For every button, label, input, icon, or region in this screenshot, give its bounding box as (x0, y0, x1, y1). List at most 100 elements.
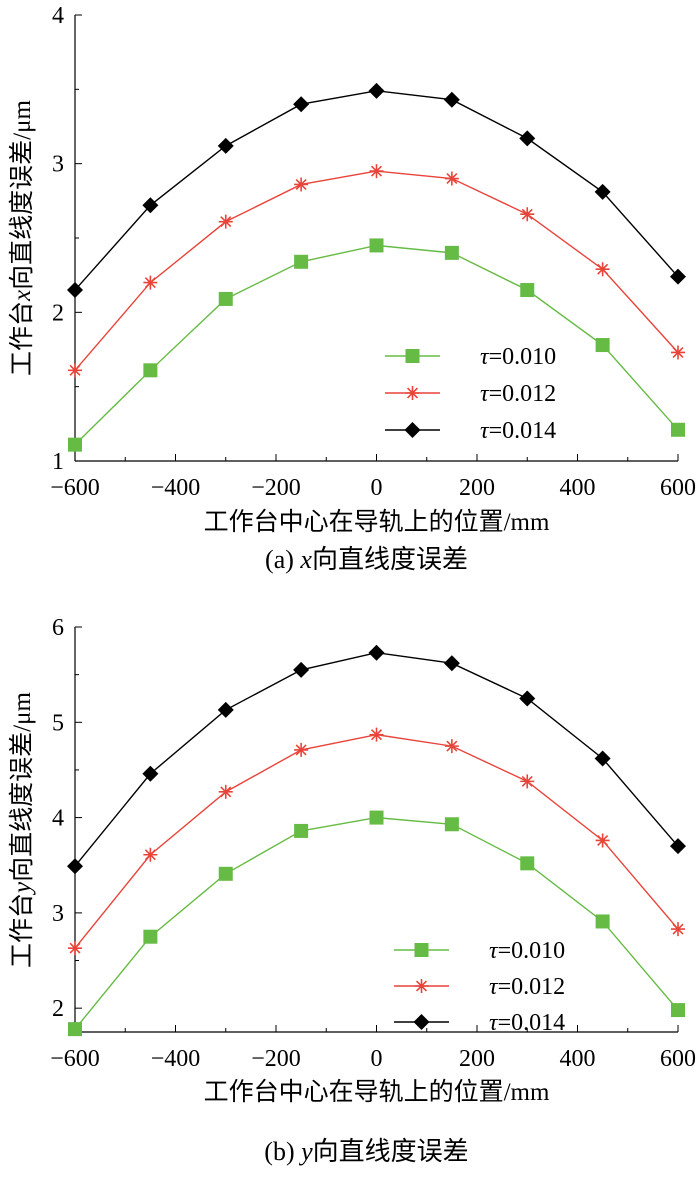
data-point (444, 245, 459, 260)
y-tick-label: 3 (52, 901, 64, 927)
series-square (68, 238, 685, 452)
data-point (67, 858, 83, 875)
legend-label: τ=0.012 (489, 974, 565, 1000)
data-point (143, 275, 158, 290)
series-line (74, 816, 679, 1030)
legend-marker (414, 943, 429, 957)
y-axis-title: 工作台y向直线度误差/μm (8, 691, 36, 967)
data-point (520, 774, 535, 789)
data-point (68, 941, 82, 956)
data-point (595, 914, 610, 929)
data-point (68, 363, 82, 378)
legend-label: τ=0.010 (489, 938, 565, 964)
series-asterisk (68, 727, 685, 956)
data-point (369, 164, 384, 179)
data-point (443, 91, 460, 108)
legend-label: τ=0.014 (489, 1010, 565, 1036)
x-tick-label: 600 (660, 1046, 696, 1072)
data-point (444, 171, 459, 186)
x-tick-label: 0 (371, 475, 383, 501)
y-tick-label: 5 (52, 710, 64, 736)
data-point (217, 701, 234, 718)
data-point (218, 214, 233, 229)
data-point (520, 856, 535, 871)
data-point (293, 96, 310, 113)
data-point (670, 838, 686, 855)
x-tick-label: −400 (151, 1046, 201, 1072)
y-tick-label: 3 (52, 152, 64, 178)
x-tick-label: −600 (50, 475, 100, 501)
y-tick-label: 6 (52, 615, 64, 641)
data-point (671, 1003, 685, 1018)
data-point (293, 661, 310, 678)
data-point (68, 437, 82, 452)
data-point (594, 750, 611, 767)
caption: (b) y向直线度误差 (264, 1137, 468, 1166)
series-square (68, 810, 685, 1037)
legend-label: τ=0.010 (480, 344, 556, 370)
data-point (68, 1022, 82, 1037)
y-tick-label: 2 (52, 996, 64, 1022)
data-point (368, 644, 385, 661)
data-point (369, 727, 384, 742)
y-tick-label: 1 (52, 449, 64, 475)
x-tick-label: 200 (459, 475, 495, 501)
legend-label: τ=0.014 (480, 418, 556, 444)
data-point (520, 283, 535, 298)
data-point (294, 177, 309, 192)
x-tick-label: −600 (50, 1046, 100, 1072)
series-line (74, 170, 679, 371)
data-point (671, 422, 685, 437)
series-line (74, 733, 679, 949)
data-point (67, 282, 83, 299)
data-point (444, 739, 459, 754)
y-axis-title: 工作台x向直线度误差/μm (8, 99, 36, 375)
data-point (142, 765, 159, 782)
data-point (443, 655, 460, 672)
data-point (519, 130, 536, 147)
data-point (671, 345, 685, 360)
data-point (595, 833, 610, 848)
data-point (670, 268, 686, 285)
x-tick-label: −200 (251, 1046, 301, 1072)
series-asterisk (68, 164, 685, 378)
data-point (520, 207, 535, 222)
data-point (218, 866, 233, 881)
series-line (74, 244, 679, 446)
x-tick-label: 200 (459, 1046, 495, 1072)
series-line (74, 90, 679, 291)
data-point (143, 929, 158, 944)
series-diamond (67, 82, 686, 299)
caption: (a) x向直线度误差 (265, 545, 468, 574)
data-point (218, 291, 233, 306)
data-point (217, 137, 234, 154)
x-tick-label: −200 (251, 475, 301, 501)
data-point (218, 784, 233, 799)
y-tick-label: 4 (52, 806, 64, 832)
legend: τ=0.010 τ=0.012 τ=0.014 (385, 344, 556, 444)
x-tick-label: 400 (560, 475, 596, 501)
x-tick-label: 0 (371, 1046, 383, 1072)
data-point (595, 262, 610, 277)
data-point (294, 254, 309, 269)
data-point (294, 742, 309, 757)
data-point (143, 847, 158, 862)
data-point (595, 338, 610, 353)
data-point (519, 690, 536, 707)
legend: τ=0.010 τ=0.012 τ=0.014 (394, 938, 565, 1036)
series-line (74, 652, 679, 867)
data-point (143, 363, 158, 378)
data-point (294, 823, 309, 838)
y-tick-label: 4 (52, 3, 64, 29)
data-point (671, 922, 685, 937)
legend-marker (404, 422, 421, 438)
legend-marker (414, 979, 429, 993)
legend-marker (405, 349, 420, 363)
data-point (369, 810, 384, 825)
x-tick-label: 400 (560, 1046, 596, 1072)
data-point (368, 82, 385, 99)
chart-panel-a: −600 −400 −200 0 200 400 600 1 2 3 4 τ=0.010 τ=0.012… (8, 3, 696, 574)
chart-panel-b: −600 −400 −200 0 200 400 60023456τ=0.010τ=0.01… (8, 615, 696, 1166)
